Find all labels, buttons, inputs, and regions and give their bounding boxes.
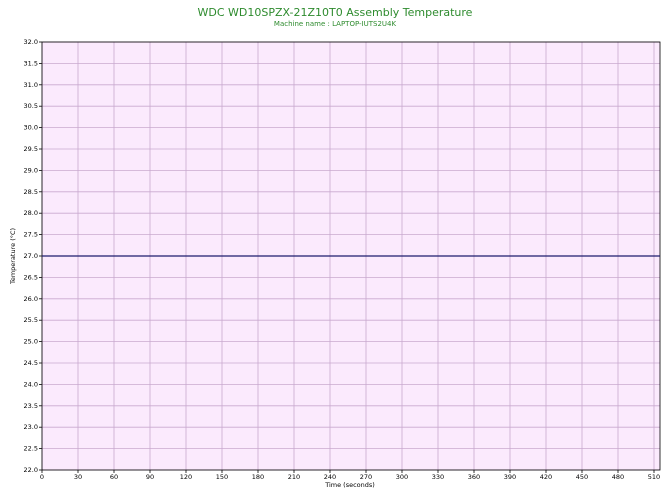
x-tick-label: 30 — [74, 473, 82, 481]
y-tick-label: 26.5 — [24, 273, 38, 281]
y-tick-label: 27.0 — [24, 252, 38, 260]
x-tick-label: 120 — [180, 473, 192, 481]
x-tick-label: 150 — [216, 473, 228, 481]
y-tick-label: 31.0 — [24, 81, 38, 89]
x-tick-label: 390 — [504, 473, 516, 481]
y-tick-label: 26.0 — [24, 295, 38, 303]
x-tick-label: 450 — [576, 473, 588, 481]
x-tick-label: 90 — [146, 473, 154, 481]
x-tick-label: 510 — [648, 473, 660, 481]
y-tick-label: 23.0 — [24, 423, 38, 431]
y-tick-label: 25.5 — [24, 316, 38, 324]
y-tick-label: 25.0 — [24, 338, 38, 346]
x-tick-label: 0 — [40, 473, 44, 481]
y-tick-label: 30.0 — [24, 124, 38, 132]
x-tick-label: 270 — [360, 473, 372, 481]
y-tick-label: 30.5 — [24, 102, 38, 110]
chart-subtitle: Machine name : LAPTOP-IUTS2U4K — [274, 20, 397, 28]
y-tick-label: 28.5 — [24, 188, 38, 196]
y-tick-label: 31.5 — [24, 59, 38, 67]
y-tick-label: 23.5 — [24, 402, 38, 410]
x-tick-label: 360 — [468, 473, 480, 481]
x-tick-label: 300 — [396, 473, 408, 481]
x-tick-label: 330 — [432, 473, 444, 481]
y-tick-label: 22.5 — [24, 445, 38, 453]
chart-title: WDC WD10SPZX-21Z10T0 Assembly Temperatur… — [198, 6, 473, 19]
x-tick-label: 60 — [110, 473, 118, 481]
x-tick-label: 210 — [288, 473, 300, 481]
y-tick-label: 29.5 — [24, 145, 38, 153]
y-tick-label: 24.0 — [24, 380, 38, 388]
y-axis-label: Temperature (°C) — [9, 228, 17, 285]
x-tick-label: 180 — [252, 473, 264, 481]
x-tick-label: 480 — [612, 473, 624, 481]
x-tick-label: 420 — [540, 473, 552, 481]
y-tick-label: 32.0 — [24, 38, 38, 46]
y-tick-label: 28.0 — [24, 209, 38, 217]
x-tick-label: 240 — [324, 473, 336, 481]
y-tick-label: 29.0 — [24, 166, 38, 174]
x-axis-label: Time (seconds) — [324, 481, 375, 489]
y-tick-label: 24.5 — [24, 359, 38, 367]
y-tick-label: 22.0 — [24, 466, 38, 474]
y-tick-label: 27.5 — [24, 231, 38, 239]
